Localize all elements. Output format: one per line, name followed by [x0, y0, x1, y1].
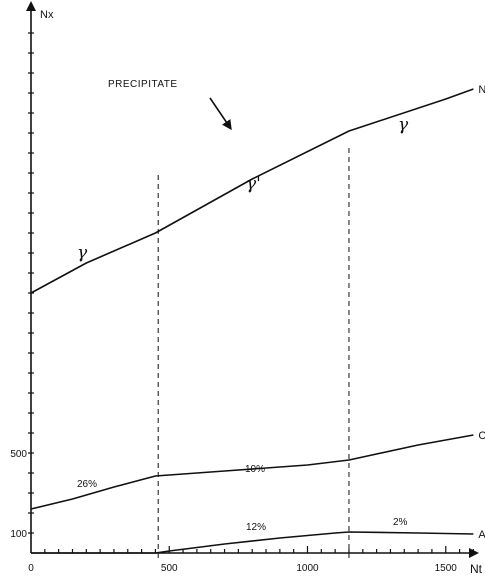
- series-label-al: Al: [478, 529, 485, 541]
- gamma-prime-label: γ': [246, 174, 261, 194]
- series-labels: Ni Cr Al: [478, 84, 485, 541]
- precipitate-label: PRECIPITATE: [108, 79, 178, 90]
- y-tick-label: 100: [10, 529, 27, 540]
- cr-percent-2: 10%: [245, 464, 265, 475]
- x-tick-label: 500: [161, 563, 178, 574]
- series: [30, 88, 474, 554]
- al-percent-2: 2%: [393, 517, 408, 528]
- series-label-ni: Ni: [478, 84, 485, 96]
- al-percent-1: 12%: [246, 522, 266, 533]
- axes: Nx Nt: [26, 1, 483, 576]
- gamma-left-label: γ: [77, 243, 88, 263]
- series-line-ni: [30, 88, 474, 294]
- x-tick-label: 1000: [296, 563, 319, 574]
- series-line-al: [31, 531, 474, 554]
- series-line-cr: [30, 434, 474, 510]
- y-axis-label: Nx: [40, 9, 54, 21]
- gamma-right-label: γ: [398, 115, 409, 135]
- precipitate-arrow: [209, 97, 232, 131]
- x-tick-label: 0: [28, 563, 34, 574]
- series-label-cr: Cr: [478, 430, 485, 442]
- y-tick-label: 500: [10, 449, 27, 460]
- x-axis-label: Nt: [470, 562, 483, 576]
- cr-percent-1: 26%: [77, 479, 97, 490]
- annotations: PRECIPITATE γ γ' γ 26% 10% 12% 2%: [77, 79, 409, 533]
- phase-boundaries: [157, 148, 350, 560]
- x-tick-label: 1500: [435, 563, 458, 574]
